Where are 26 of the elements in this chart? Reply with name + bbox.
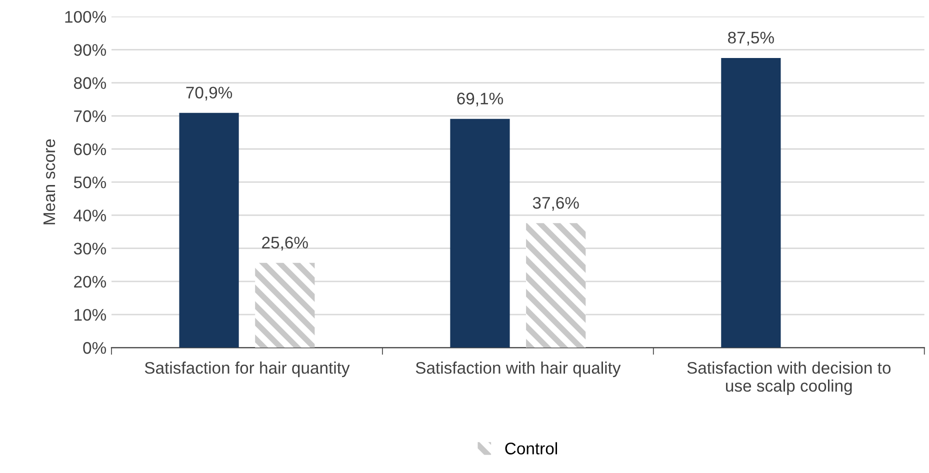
data-label: 87,5% [728,32,774,46]
bar [255,262,315,348]
bar [179,112,239,348]
y-tick-label: 10% [74,308,106,321]
bar [450,118,510,348]
data-label: 25,6% [262,236,308,250]
y-axis-title: Mean score [44,139,56,224]
y-tick-label: 40% [74,210,106,222]
y-tick-label: 0% [83,342,106,354]
y-tick-label: 20% [74,276,106,288]
y-tick-label: 60% [74,143,106,156]
x-tick-label: Satisfaction for hair quantity [144,362,350,378]
data-label: 37,6% [532,196,579,211]
bar [526,223,586,348]
y-tick-label: 30% [74,242,106,255]
data-label: 70,9% [186,86,232,100]
legend-label: Control [505,442,557,454]
x-tick-label: Satisfaction with hair quality [416,362,621,378]
y-tick-label: 80% [74,77,106,89]
bar [721,58,781,348]
y-tick-label: 90% [74,44,106,56]
y-tick-label: 50% [74,176,106,188]
y-tick-label: 70% [74,110,106,122]
x-tick-label: Satisfaction with decision to use scalp cooling [687,362,891,396]
y-tick-label: 100% [65,10,106,23]
data-label: 69,1% [457,92,504,106]
